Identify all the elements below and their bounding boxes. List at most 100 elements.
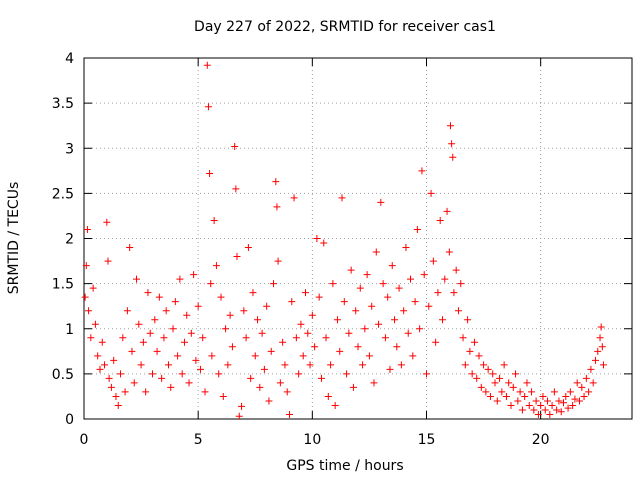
data-point xyxy=(521,392,529,400)
data-point xyxy=(329,280,337,288)
x-tick-label: 0 xyxy=(80,432,89,448)
data-point xyxy=(308,311,316,319)
data-point xyxy=(594,347,602,355)
data-point xyxy=(299,352,307,360)
data-point xyxy=(534,410,542,418)
data-point xyxy=(544,397,552,405)
data-point xyxy=(395,284,403,292)
data-point xyxy=(137,361,145,369)
data-point xyxy=(89,284,97,292)
data-point xyxy=(564,404,572,412)
data-point xyxy=(493,397,501,405)
data-point xyxy=(343,370,351,378)
data-point xyxy=(174,352,182,360)
data-point xyxy=(379,280,387,288)
data-point xyxy=(525,401,533,409)
data-point xyxy=(420,271,428,279)
data-point xyxy=(121,388,129,396)
data-point xyxy=(162,307,170,315)
data-point xyxy=(133,275,141,283)
data-point xyxy=(96,365,104,373)
data-point xyxy=(331,401,339,409)
data-point xyxy=(130,379,138,387)
data-point xyxy=(452,266,460,274)
data-point xyxy=(151,316,159,324)
data-point xyxy=(320,239,328,247)
data-point xyxy=(530,406,538,414)
data-point xyxy=(208,352,216,360)
data-point xyxy=(416,325,424,333)
data-point xyxy=(101,361,109,369)
data-point xyxy=(409,352,417,360)
data-point xyxy=(286,410,293,418)
data-point xyxy=(571,395,579,403)
data-point xyxy=(155,293,163,301)
data-point xyxy=(142,388,150,396)
data-point xyxy=(560,399,567,407)
data-point xyxy=(512,370,520,378)
chart-title: Day 227 of 2022, SRMTID for receiver cas… xyxy=(194,19,496,35)
data-point xyxy=(347,266,355,274)
data-point xyxy=(203,61,211,69)
data-point xyxy=(507,401,515,409)
data-point xyxy=(146,329,154,337)
data-point xyxy=(475,352,483,360)
y-tick-label: 0.5 xyxy=(52,367,74,383)
data-point xyxy=(445,248,453,256)
data-point xyxy=(413,225,421,233)
data-point xyxy=(196,365,204,373)
data-point xyxy=(484,365,492,373)
data-point xyxy=(160,334,168,342)
tick-labels: 0 0.5 1 1.5 2 2.5 3 3.5 4 0 5 10 15 20 xyxy=(52,51,550,448)
y-tick-label: 3.5 xyxy=(52,96,74,112)
data-point xyxy=(388,262,396,270)
data-point xyxy=(313,235,321,242)
y-tick-label: 3 xyxy=(65,141,74,157)
data-point xyxy=(393,343,401,351)
data-point xyxy=(240,307,248,315)
data-point xyxy=(468,370,476,378)
data-point xyxy=(365,352,373,360)
data-point xyxy=(352,307,360,315)
data-point xyxy=(288,298,296,306)
data-point xyxy=(290,194,298,202)
data-point xyxy=(247,374,255,382)
data-point xyxy=(144,289,152,297)
data-point xyxy=(315,293,323,301)
data-point xyxy=(110,356,118,364)
data-point xyxy=(402,244,410,252)
data-point xyxy=(304,329,312,337)
data-point xyxy=(192,356,200,364)
data-point xyxy=(283,388,291,396)
data-point xyxy=(254,316,262,324)
data-point xyxy=(539,392,547,400)
data-point xyxy=(598,343,606,351)
data-point xyxy=(256,383,264,391)
data-point xyxy=(333,316,341,324)
data-point xyxy=(306,361,314,369)
data-point xyxy=(212,262,220,270)
data-point xyxy=(548,401,556,409)
y-tick-label: 4 xyxy=(65,51,74,67)
data-point xyxy=(233,253,241,261)
data-point xyxy=(336,347,344,355)
data-point xyxy=(596,334,604,342)
data-point xyxy=(482,388,490,396)
data-point xyxy=(215,370,223,378)
data-point xyxy=(260,365,268,373)
data-point xyxy=(276,379,284,387)
data-point xyxy=(454,307,462,315)
y-tick-label: 1 xyxy=(65,322,74,338)
data-point xyxy=(514,397,522,405)
data-point xyxy=(126,244,134,252)
data-point xyxy=(438,316,446,324)
data-point xyxy=(589,379,597,387)
data-points xyxy=(81,61,607,420)
data-point xyxy=(199,334,207,342)
data-point xyxy=(139,338,147,346)
data-point xyxy=(498,388,506,396)
data-point xyxy=(591,356,599,364)
data-point xyxy=(557,408,565,416)
data-point xyxy=(187,329,195,337)
data-point xyxy=(523,379,531,387)
